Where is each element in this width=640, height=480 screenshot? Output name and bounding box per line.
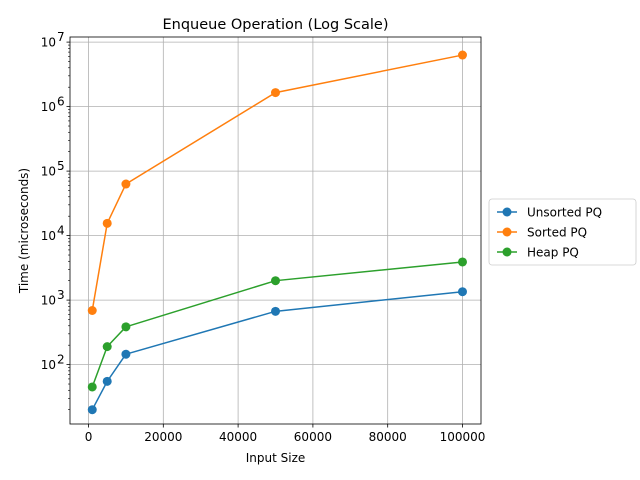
series-group: [87, 257, 467, 392]
x-tick-label: 20000: [144, 430, 182, 444]
data-point: [102, 218, 112, 228]
series-group: [87, 50, 467, 316]
y-tick-exponent: 2: [57, 353, 65, 367]
x-axis-ticks: 0 20000 40000 60000 80000 100000: [85, 424, 486, 444]
data-point: [102, 376, 112, 386]
y-axis-title: Time (microseconds): [17, 168, 31, 294]
series-group: [87, 287, 467, 415]
y-tick-label: 10: [41, 36, 56, 50]
data-point: [457, 257, 467, 267]
y-tick-exponent: 5: [57, 159, 65, 173]
y-tick-label: 10: [41, 100, 56, 114]
data-point: [271, 88, 280, 98]
data-point: [121, 322, 131, 332]
data-point: [457, 50, 467, 60]
y-tick-label: 10: [41, 165, 56, 179]
legend-label: Unsorted PQ: [527, 206, 602, 220]
data-point: [271, 276, 280, 286]
legend: Unsorted PQ Sorted PQ Heap PQ: [488, 198, 637, 266]
grid: [70, 37, 481, 424]
data-point: [87, 306, 97, 316]
y-tick-label: 10: [41, 294, 56, 308]
legend-frame: [488, 198, 637, 266]
x-tick-label: 100000: [440, 430, 486, 444]
x-tick-label: 60000: [294, 430, 332, 444]
x-axis-title: Input Size: [246, 451, 306, 465]
plot-frame: [69, 36, 482, 425]
data-point: [271, 306, 280, 316]
data-point: [87, 382, 97, 392]
x-tick-label: 80000: [369, 430, 407, 444]
legend-item: Sorted PQ: [497, 226, 587, 240]
data-point: [87, 405, 97, 415]
data-point: [121, 179, 131, 189]
legend-swatch-marker: [502, 207, 512, 217]
chart-title: Enqueue Operation (Log Scale): [163, 17, 389, 33]
legend-swatch-marker: [502, 227, 512, 237]
plot-series: [87, 50, 467, 415]
data-point: [121, 349, 131, 359]
legend-item: Heap PQ: [497, 246, 579, 260]
y-tick-exponent: 7: [57, 30, 65, 44]
legend-item: Unsorted PQ: [497, 206, 602, 220]
data-point: [457, 287, 467, 297]
y-tick-exponent: 3: [57, 288, 65, 302]
y-tick-label: 10: [41, 229, 56, 243]
x-tick-label: 40000: [219, 430, 257, 444]
data-point: [102, 342, 112, 352]
y-tick-exponent: 4: [57, 224, 65, 238]
legend-label: Heap PQ: [527, 246, 579, 260]
legend-label: Sorted PQ: [527, 226, 587, 240]
y-tick-label: 10: [41, 358, 56, 372]
legend-swatch-marker: [502, 247, 512, 257]
x-tick-label: 0: [85, 430, 93, 444]
y-tick-exponent: 6: [57, 95, 65, 109]
